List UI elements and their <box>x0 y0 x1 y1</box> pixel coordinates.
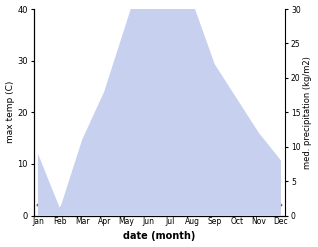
X-axis label: date (month): date (month) <box>123 231 196 242</box>
Y-axis label: max temp (C): max temp (C) <box>5 81 15 144</box>
Y-axis label: med. precipitation (kg/m2): med. precipitation (kg/m2) <box>303 56 313 169</box>
